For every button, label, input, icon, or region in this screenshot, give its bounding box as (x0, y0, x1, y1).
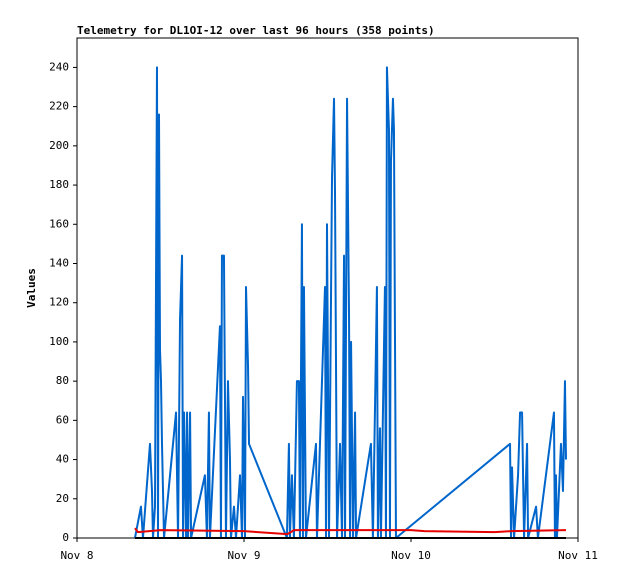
y-tick-label: 20 (56, 492, 69, 505)
x-tick-label: Nov 9 (227, 549, 260, 562)
series-line (134, 527, 566, 536)
x-tick-label: Nov 8 (60, 549, 93, 562)
y-tick-label: 240 (49, 60, 69, 73)
y-tick-label: 40 (56, 453, 69, 466)
y-tick-label: 80 (56, 374, 69, 387)
x-tick-label: Nov 10 (391, 549, 431, 562)
series-line (133, 66, 567, 539)
y-tick-label: 180 (49, 178, 69, 191)
y-axis-label: Values (25, 268, 38, 308)
y-tick-label: 220 (49, 100, 69, 113)
y-tick-label: 160 (49, 217, 69, 230)
chart-title: Telemetry for DL1OI-12 over last 96 hour… (77, 24, 435, 37)
y-tick-label: 200 (49, 139, 69, 152)
y-tick-label: 0 (62, 531, 69, 544)
y-tick-label: 60 (56, 413, 69, 426)
y-tick-label: 140 (49, 256, 69, 269)
y-tick-label: 100 (49, 335, 69, 348)
y-tick-label: 120 (49, 296, 69, 309)
x-tick-label: Nov 11 (558, 549, 598, 562)
